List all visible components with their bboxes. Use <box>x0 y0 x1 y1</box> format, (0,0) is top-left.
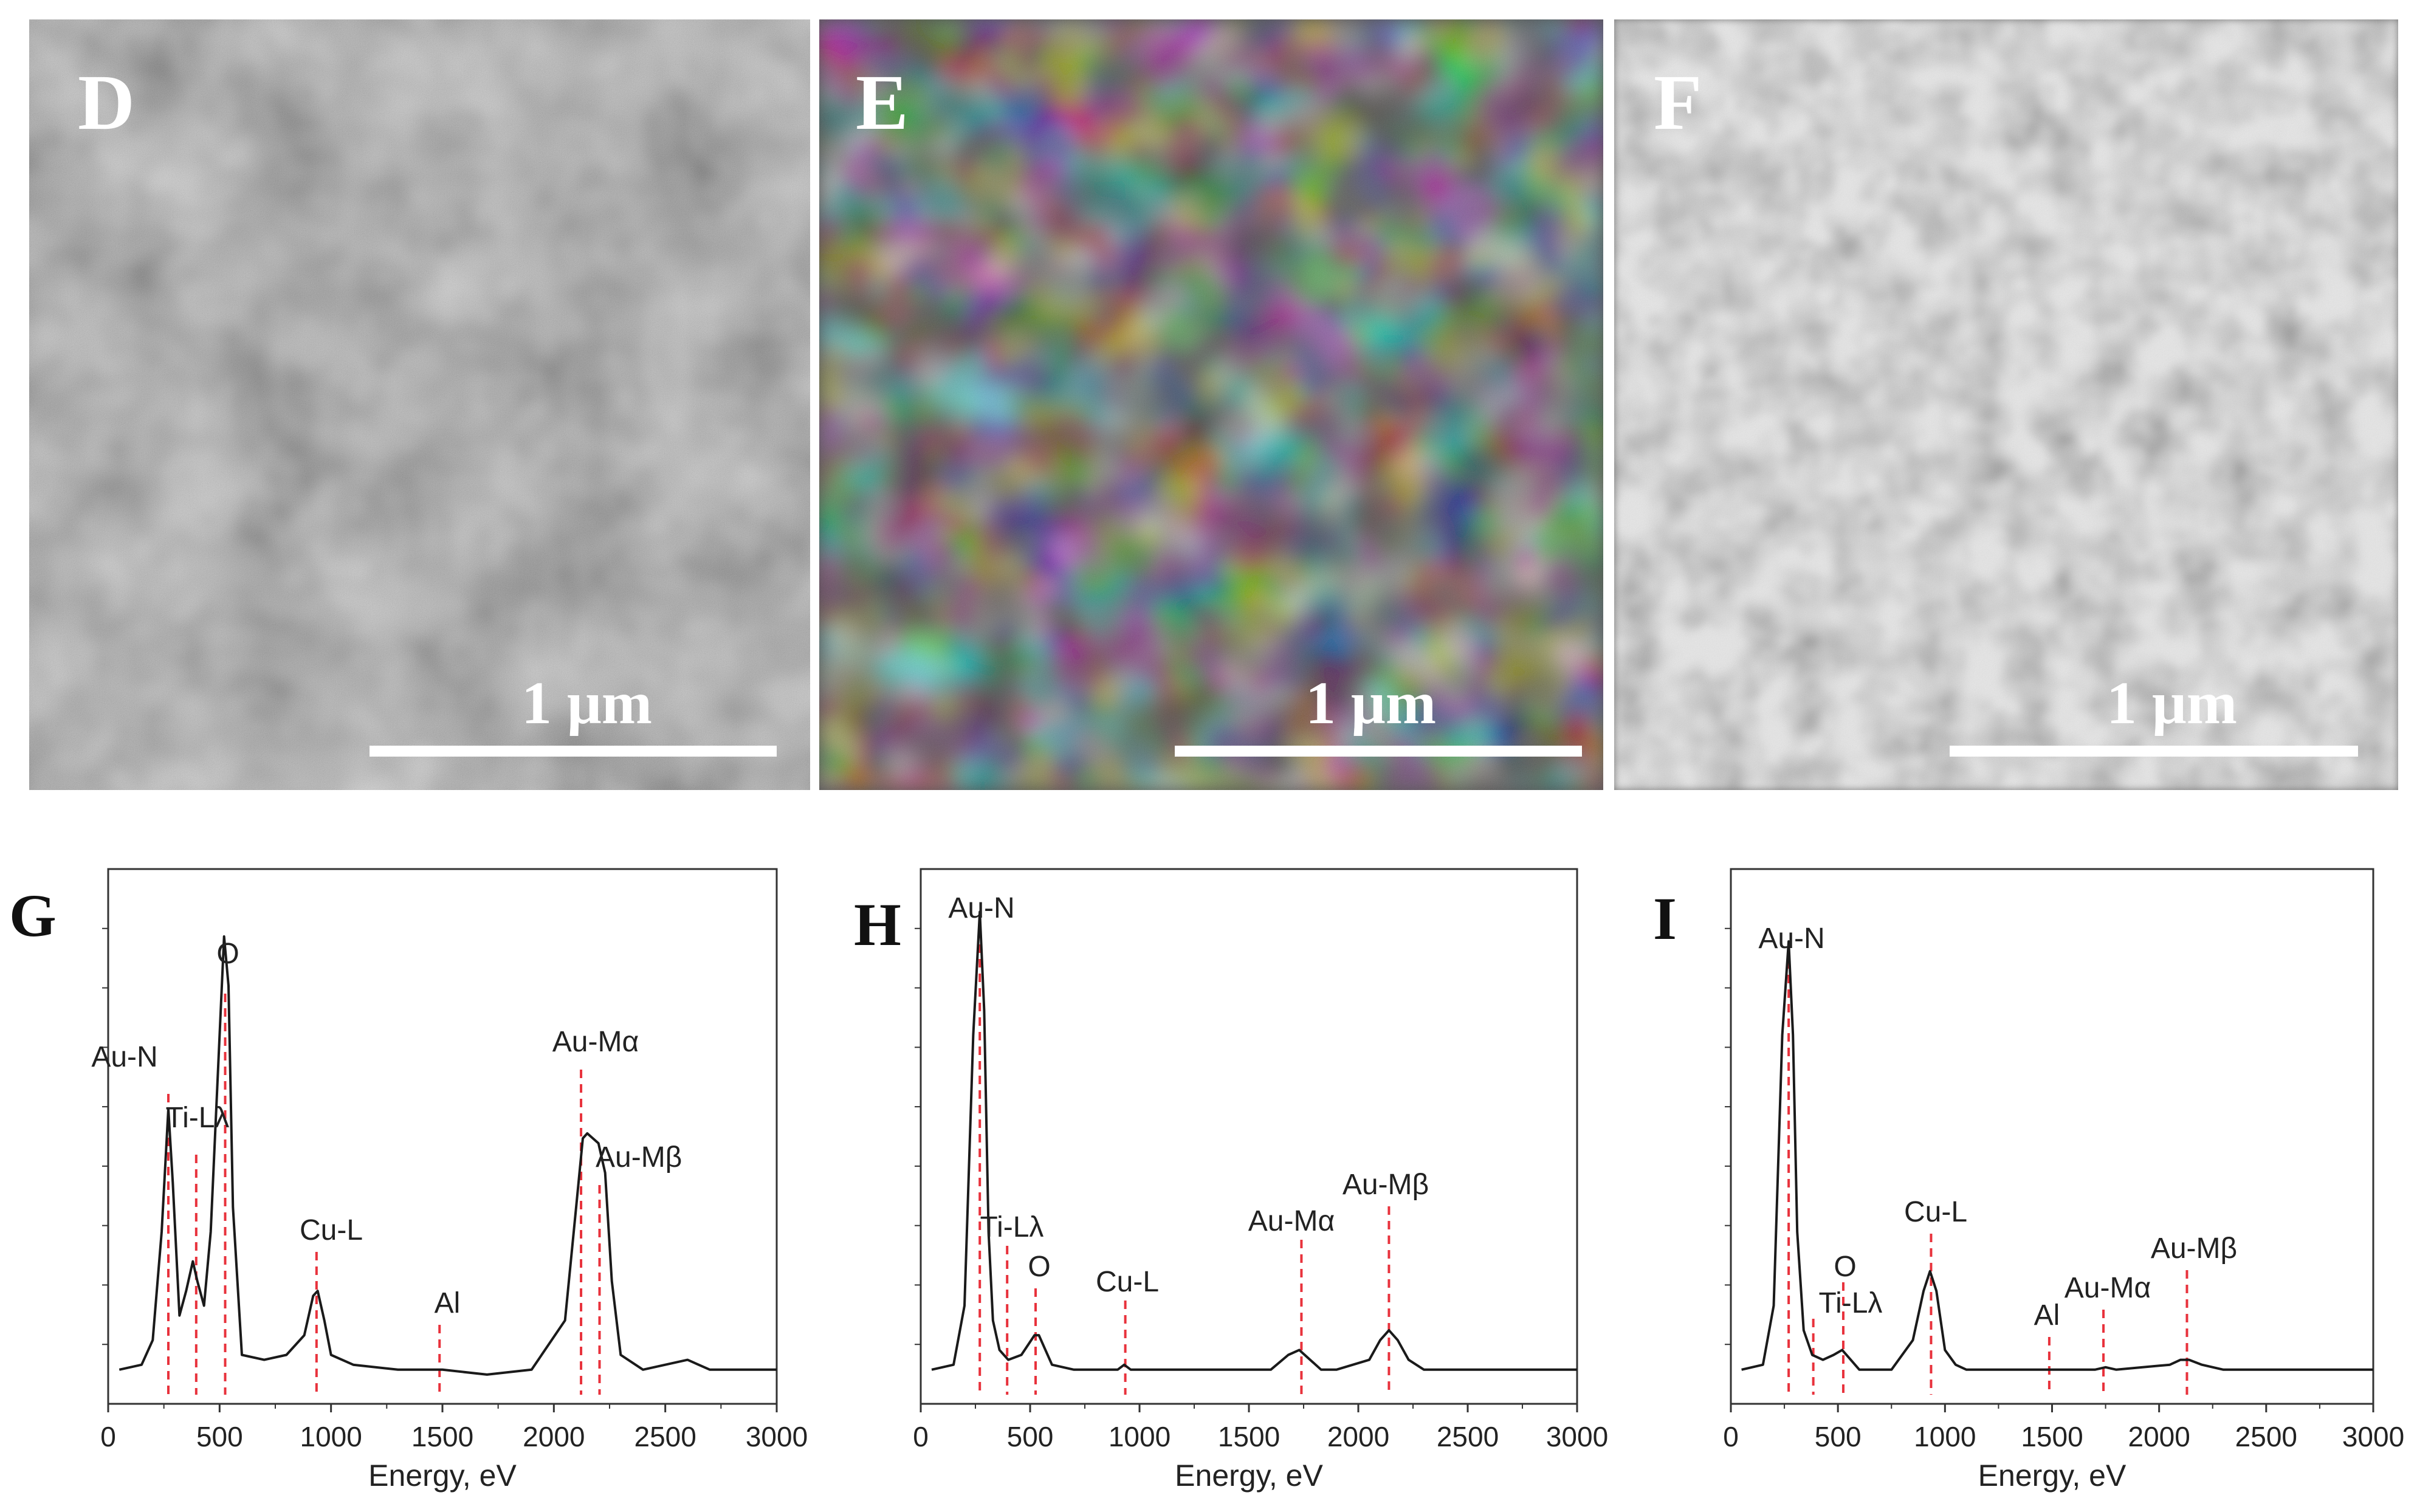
scale-bar-label-e: 1 μm <box>1305 669 1436 737</box>
peak-label: Au-N <box>91 1041 157 1073</box>
peak-label: Al <box>435 1287 461 1319</box>
x-tick-label: 0 <box>1723 1421 1739 1452</box>
x-axis-label: Energy, eV <box>368 1459 517 1493</box>
x-tick-label: 1500 <box>2021 1421 2083 1452</box>
sem-image-f: F 1 μm <box>1614 19 2398 790</box>
spectrum-line <box>931 910 1577 1371</box>
eds-chart-g: G 0 500 1000 1500 2000 2500 3000 Energy, eV Au-N T… <box>9 868 808 1493</box>
x-tick-label: 0 <box>913 1421 929 1452</box>
x-tick-label: 1000 <box>1914 1421 1976 1452</box>
peak-label: Cu-L <box>1904 1196 1967 1228</box>
x-tick-label: 3000 <box>746 1421 808 1452</box>
peak-label: Cu-L <box>300 1214 363 1246</box>
x-tick-label: 1000 <box>1109 1421 1171 1452</box>
x-tick-label: 3000 <box>1546 1421 1608 1452</box>
x-tick-label: 1500 <box>1218 1421 1280 1452</box>
x-tick-label: 2500 <box>634 1421 696 1452</box>
x-tick-label: 3000 <box>2342 1421 2404 1452</box>
scale-bar-d <box>370 746 777 757</box>
peak-label: O <box>1028 1251 1050 1283</box>
scale-bar-f <box>1950 746 2358 757</box>
peak-label: Al <box>2034 1299 2060 1332</box>
plot-frame <box>107 868 778 1405</box>
peak-label: Au-N <box>948 892 1014 924</box>
sem-image-d: D 1 μm <box>29 19 810 790</box>
scale-bar-label-d: 1 μm <box>521 669 652 737</box>
peak-label: Ti-Lλ <box>1819 1287 1883 1319</box>
peak-label: Au-Mα <box>2065 1272 2151 1304</box>
x-tick-label: 1500 <box>411 1421 473 1452</box>
eds-chart-h: H 0 500 1000 1500 2000 2500 3000 Energy, eV Au-N T… <box>854 868 1608 1493</box>
chart-panel-label: I <box>1653 885 1677 952</box>
spectrum-line <box>119 935 777 1376</box>
spectrum-line <box>1741 940 2373 1371</box>
x-tick-label: 1000 <box>300 1421 362 1452</box>
peak-label: Au-Mβ <box>2151 1232 2237 1265</box>
peak-label: O <box>216 938 239 970</box>
scale-bar-e <box>1175 746 1582 757</box>
peak-label: Au-Mβ <box>1343 1169 1429 1201</box>
eds-chart-i: I 0 500 1000 1500 2000 2500 3000 Energy, eV Au-N T… <box>1653 868 2404 1493</box>
scale-bar-label-f: 1 μm <box>2106 669 2237 737</box>
peak-label: Au-Mα <box>552 1026 639 1058</box>
panel-label-f: F <box>1654 59 1702 146</box>
x-axis-label: Energy, eV <box>1175 1459 1323 1493</box>
x-tick-label: 500 <box>196 1421 243 1452</box>
x-axis-label: Energy, eV <box>1978 1459 2126 1493</box>
peak-label: Ti-Lλ <box>166 1102 230 1134</box>
x-tick-label: 2000 <box>1327 1421 1389 1452</box>
x-tick-label: 2000 <box>2128 1421 2190 1452</box>
x-tick-label: 0 <box>100 1421 116 1452</box>
sem-image-e: E 1 μm <box>819 19 1603 790</box>
chart-panel-label: H <box>854 891 901 958</box>
panel-label-e: E <box>856 59 909 146</box>
x-tick-label: 2500 <box>2235 1421 2297 1452</box>
peak-label: Au-Mα <box>1248 1205 1335 1237</box>
panel-label-d: D <box>78 59 135 146</box>
x-tick-label: 2000 <box>523 1421 585 1452</box>
plot-frame <box>920 868 1578 1405</box>
peak-label: Ti-Lλ <box>980 1211 1044 1243</box>
peak-label: Au-Mβ <box>596 1141 682 1174</box>
x-tick-label: 500 <box>1815 1421 1862 1452</box>
peak-label: Cu-L <box>1096 1266 1159 1298</box>
chart-panel-label: G <box>9 882 57 949</box>
peak-label: Au-N <box>1758 923 1824 955</box>
x-tick-label: 2500 <box>1437 1421 1499 1452</box>
peak-label: O <box>1834 1251 1856 1283</box>
x-tick-label: 500 <box>1007 1421 1054 1452</box>
